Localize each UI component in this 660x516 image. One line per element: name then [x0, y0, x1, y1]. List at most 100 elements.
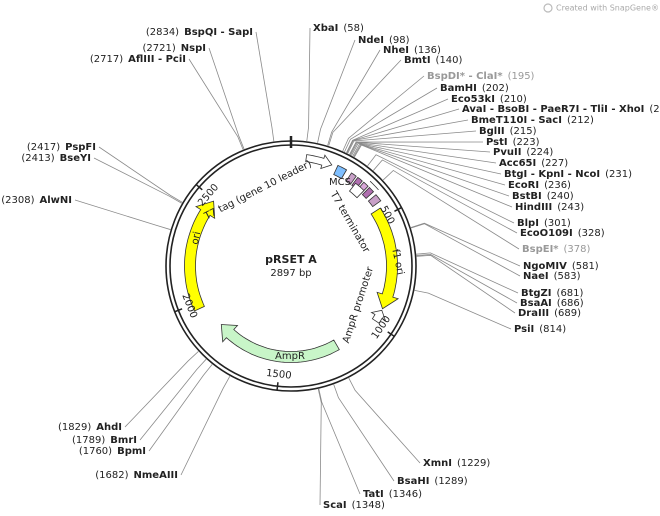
enzyme-label: PsiI (814) — [514, 324, 566, 335]
enzyme-name: BpmI — [117, 446, 146, 457]
enzyme-site: (236) — [544, 180, 571, 191]
enzyme-name: PvuII — [493, 147, 521, 158]
enzyme-name: BmrI — [110, 435, 137, 446]
enzyme-site: (583) — [554, 271, 581, 282]
feature-arrow — [220, 324, 340, 363]
enzyme-label: (1789) BmrI — [72, 435, 137, 446]
feature-arrow — [370, 207, 400, 310]
enzyme-label: BsaAI (686) — [520, 298, 584, 309]
enzyme-site: (140) — [436, 55, 463, 66]
enzyme-line — [346, 108, 460, 154]
enzyme-site: (378) — [564, 244, 591, 255]
enzyme-site: (224) — [526, 147, 553, 158]
enzyme-site: (328) — [578, 228, 605, 239]
enzyme-label: XmnI (1229) — [423, 458, 490, 469]
enzyme-line — [349, 141, 491, 155]
enzyme-line — [333, 384, 395, 482]
enzyme-label: BmeT110I - SacI (212) — [471, 115, 594, 126]
enzyme-name: BspDI* - ClaI* — [427, 71, 503, 82]
enzyme-label: PvuII (224) — [493, 147, 553, 158]
enzyme-label: XbaI (58) — [313, 23, 364, 34]
feature-box — [348, 182, 365, 199]
enzyme-site: (1682) — [95, 470, 128, 481]
enzyme-line — [188, 58, 244, 150]
enzyme-name: TatI — [363, 489, 384, 500]
enzyme-name: NspI — [181, 43, 206, 54]
enzyme-line — [317, 388, 322, 506]
enzyme-line — [327, 49, 381, 146]
enzyme-site: (215) — [510, 126, 537, 137]
enzyme-site: (240) — [547, 191, 574, 202]
enzyme-name: AvaI - BsoBI - PaeR7I - TliI - XhoI — [462, 104, 644, 115]
feature-label: MCS — [329, 177, 351, 188]
tick-mark — [394, 206, 402, 212]
tick-mark — [195, 183, 203, 191]
enzyme-name: BglII — [479, 126, 505, 137]
enzyme-line — [347, 130, 477, 154]
enzyme-label: PstI (223) — [486, 137, 540, 148]
enzyme-name: NmeAIII — [134, 470, 178, 481]
enzyme-line — [139, 358, 207, 441]
enzyme-site: (212) — [567, 115, 594, 126]
enzyme-site: (2717) — [90, 54, 123, 65]
enzyme-name: BsaHI — [397, 476, 429, 487]
plasmid-length: 2897 bp — [270, 268, 311, 279]
enzyme-site: (581) — [572, 261, 599, 272]
enzyme-name: NheI — [383, 45, 409, 56]
enzyme-name: BspQI - SapI — [184, 27, 253, 38]
enzyme-site: (2308) — [1, 195, 34, 206]
feature-box — [333, 164, 348, 180]
feature-label: AmpR — [275, 351, 305, 362]
enzyme-line — [351, 142, 502, 175]
enzyme-line — [328, 59, 402, 146]
enzyme-site: (1289) — [434, 476, 467, 487]
tick-mark — [276, 382, 279, 391]
enzyme-site: (136) — [414, 45, 441, 56]
enzyme-site: (2417) — [27, 142, 60, 153]
watermark-icon — [543, 3, 553, 13]
enzyme-label: (1760) BpmI — [79, 446, 146, 457]
enzyme-line — [93, 157, 182, 204]
tick-mark — [174, 308, 183, 313]
enzyme-label: BspDI* - ClaI* (195) — [427, 71, 535, 82]
enzyme-label: NgoMIV (581) — [523, 261, 599, 272]
enzyme-label: (2417) PspFI — [27, 142, 96, 153]
enzyme-label: EcoRI (236) — [508, 180, 571, 191]
enzyme-label: BspEI* (378) — [522, 244, 591, 255]
feature-box — [361, 186, 375, 199]
tick-label: 1500 — [266, 368, 293, 382]
enzyme-label: ScaI (1348) — [323, 500, 385, 511]
enzyme-site: (211) — [649, 104, 660, 115]
enzyme-line — [74, 199, 171, 230]
enzyme-label: (1682) NmeAIII — [95, 470, 178, 481]
enzyme-label: BglII (215) — [479, 126, 537, 137]
enzyme-label: AvaI - BsoBI - PaeR7I - TliI - XhoI (211) — [462, 104, 660, 115]
enzyme-site: (2413) — [21, 153, 54, 164]
enzyme-label: (2413) BseYI — [21, 153, 91, 164]
enzyme-line — [352, 143, 506, 186]
enzyme-line — [367, 154, 515, 224]
enzyme-name: NdeI — [358, 35, 384, 46]
enzyme-line — [411, 223, 521, 277]
enzyme-line — [306, 27, 311, 142]
enzyme-name: Eco53kI — [451, 94, 495, 105]
enzyme-site: (1829) — [58, 422, 91, 433]
feature-label: f1 ori — [389, 248, 405, 276]
enzyme-name: EcoRI — [508, 180, 539, 191]
plasmid-name: pRSET A — [265, 253, 317, 266]
enzyme-label: EcoO109I (328) — [520, 228, 605, 239]
enzyme-name: BstBI — [512, 191, 542, 202]
enzyme-line — [148, 364, 213, 452]
enzyme-site: (814) — [539, 324, 566, 335]
enzyme-name: AflIII - PciI — [128, 54, 186, 65]
enzyme-site: (227) — [541, 158, 568, 169]
enzyme-label: BstBI (240) — [512, 191, 574, 202]
feature-label: T7 terminator — [327, 189, 372, 256]
enzyme-name: NgoMIV — [523, 261, 567, 272]
watermark: Created with SnapGene® — [543, 3, 659, 13]
enzyme-line — [317, 39, 356, 143]
enzyme-site: (231) — [605, 169, 632, 180]
enzyme-line — [350, 142, 497, 164]
enzyme-label: NheI (136) — [383, 45, 441, 56]
enzyme-name: BtgI - KpnI - NcoI — [504, 169, 600, 180]
